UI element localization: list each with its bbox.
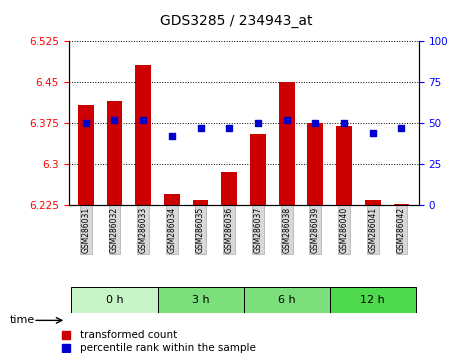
- Bar: [279, 82, 295, 205]
- Bar: [193, 200, 209, 205]
- Text: GDS3285 / 234943_at: GDS3285 / 234943_at: [160, 14, 313, 28]
- Bar: [330, 287, 416, 313]
- Bar: [71, 287, 158, 313]
- Bar: [135, 65, 151, 205]
- Point: [283, 117, 290, 122]
- Point: [168, 133, 175, 139]
- Bar: [78, 105, 94, 205]
- Bar: [244, 287, 330, 313]
- Text: 12 h: 12 h: [360, 295, 385, 305]
- Bar: [250, 134, 266, 205]
- Bar: [307, 123, 323, 205]
- Text: 0 h: 0 h: [105, 295, 123, 305]
- Bar: [336, 126, 352, 205]
- Bar: [106, 101, 123, 205]
- Point: [111, 117, 118, 122]
- Bar: [394, 204, 409, 205]
- Point: [197, 125, 204, 131]
- Text: transformed count: transformed count: [80, 330, 178, 340]
- Text: 3 h: 3 h: [192, 295, 210, 305]
- Bar: [158, 287, 244, 313]
- Text: 6 h: 6 h: [278, 295, 296, 305]
- Bar: [164, 194, 180, 205]
- Point: [312, 120, 319, 126]
- Point: [369, 130, 377, 136]
- Point: [226, 125, 233, 131]
- Point: [340, 120, 348, 126]
- Point: [254, 120, 262, 126]
- Text: percentile rank within the sample: percentile rank within the sample: [80, 343, 256, 353]
- Text: time: time: [9, 315, 35, 325]
- Point: [140, 117, 147, 122]
- Bar: [221, 172, 237, 205]
- Bar: [365, 200, 381, 205]
- Point: [398, 125, 405, 131]
- Point: [82, 120, 89, 126]
